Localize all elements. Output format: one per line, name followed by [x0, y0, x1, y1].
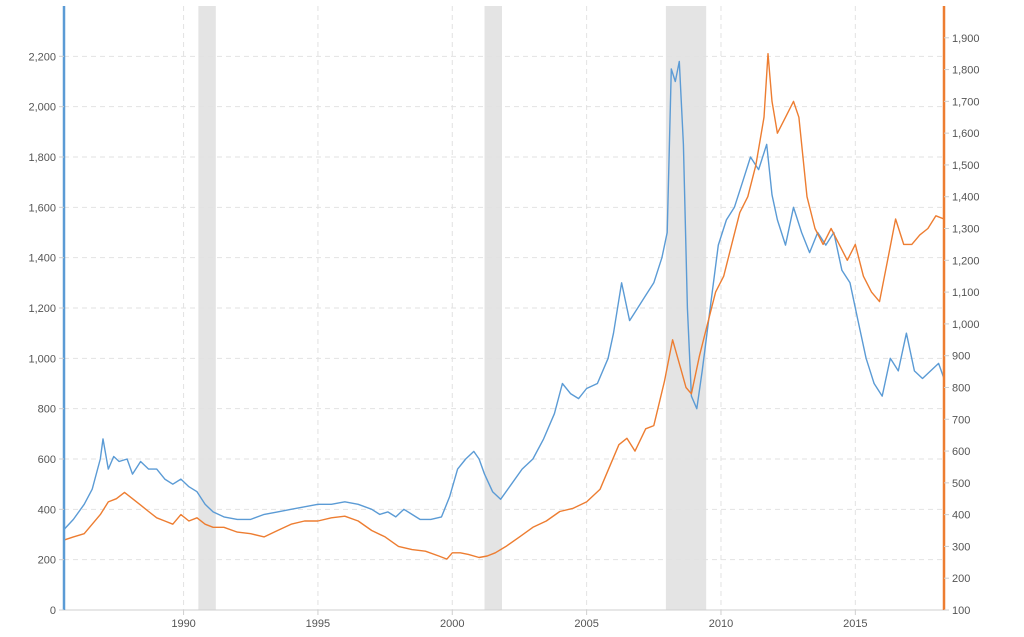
right-y-tick-label-5: 600	[952, 446, 970, 458]
series-lines	[63, 53, 945, 560]
left-y-tick-label-4: 800	[38, 404, 56, 416]
right-y-tick-label-17: 1,800	[952, 65, 980, 77]
left-y-tick-label-3: 600	[38, 454, 56, 466]
series-line-left	[63, 60, 945, 530]
x-tick-label-2: 2000	[440, 618, 464, 630]
right-y-tick-label-1: 200	[952, 573, 970, 585]
series-line-right	[63, 53, 945, 560]
tick-labels: 1990 1995 2000 2005 2010 2015 0 200 400 600 800 1,0…	[28, 33, 979, 630]
right-y-tick-label-13: 1,400	[952, 192, 980, 204]
right-y-tick-label-10: 1,100	[952, 287, 980, 299]
left-y-tick-label-0: 0	[50, 605, 56, 617]
left-y-tick-label-6: 1,200	[28, 303, 56, 315]
right-y-tick-label-14: 1,500	[952, 160, 980, 172]
x-tick-label-3: 2005	[574, 618, 598, 630]
left-y-tick-label-10: 2,000	[28, 102, 56, 114]
right-y-tick-label-8: 900	[952, 351, 970, 363]
left-y-tick-label-5: 1,000	[28, 353, 56, 365]
right-y-tick-label-16: 1,700	[952, 96, 980, 108]
right-y-tick-label-4: 500	[952, 478, 970, 490]
right-y-tick-label-2: 300	[952, 541, 970, 553]
left-y-tick-label-8: 1,600	[28, 202, 56, 214]
right-y-tick-label-3: 400	[952, 510, 970, 522]
right-y-tick-label-12: 1,300	[952, 224, 980, 236]
right-y-tick-label-0: 100	[952, 605, 970, 617]
right-y-tick-label-11: 1,200	[952, 255, 980, 267]
right-y-tick-label-9: 1,000	[952, 319, 980, 331]
x-tick-label-1: 1995	[306, 618, 330, 630]
left-y-tick-label-2: 400	[38, 504, 56, 516]
x-tick-label-4: 2010	[709, 618, 733, 630]
left-y-tick-label-9: 1,800	[28, 152, 56, 164]
left-y-tick-label-7: 1,400	[28, 253, 56, 265]
axes	[59, 6, 949, 615]
right-y-tick-label-18: 1,900	[952, 33, 980, 45]
right-y-tick-label-6: 700	[952, 414, 970, 426]
left-y-tick-label-1: 200	[38, 555, 56, 567]
x-tick-label-5: 2015	[843, 618, 867, 630]
right-y-tick-label-15: 1,600	[952, 128, 980, 140]
right-y-tick-label-7: 800	[952, 382, 970, 394]
left-y-tick-label-11: 2,200	[28, 51, 56, 63]
x-tick-label-0: 1990	[171, 618, 195, 630]
